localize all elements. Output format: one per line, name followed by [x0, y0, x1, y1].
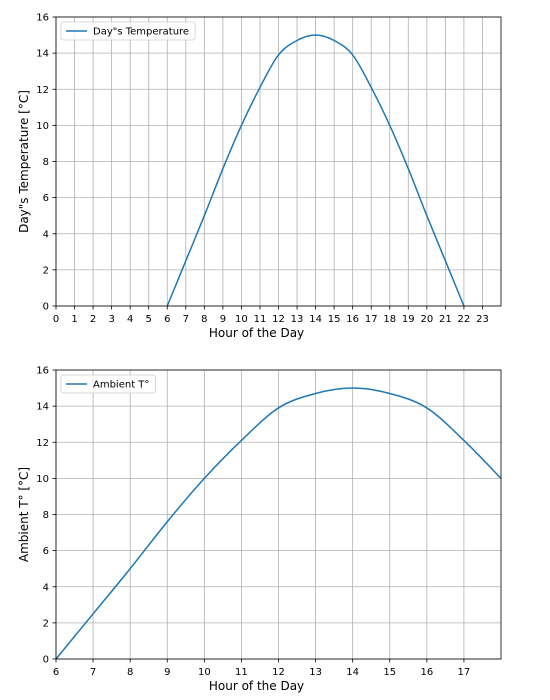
y-tick-label: 8	[43, 157, 49, 168]
x-tick-label: 14	[309, 314, 322, 325]
x-tick-label: 18	[383, 314, 396, 325]
legend-label: Ambient T°	[93, 380, 149, 391]
x-tick-label: 9	[164, 667, 170, 678]
y-tick-label: 14	[36, 49, 49, 60]
x-tick-label: 3	[108, 314, 114, 325]
y-tick-label: 4	[43, 582, 49, 593]
chart-day-temperature: 0 1 2 3 4 5 6 7 8 9 10 11 12 13 14 15 16 17 18 19 20 21 22 2302…	[17, 13, 502, 340]
x-tick-label: 6	[164, 314, 170, 325]
x-tick-label: 12	[272, 667, 285, 678]
x-tick-label: 7	[183, 314, 189, 325]
y-tick-label: 10	[36, 474, 49, 485]
series-line	[166, 34, 465, 307]
x-tick-label: 16	[346, 314, 359, 325]
y-tick-label: 16	[36, 366, 49, 377]
x-tick-label: 23	[476, 314, 489, 325]
y-tick-label: 6	[43, 193, 49, 204]
x-tick-label: 22	[458, 314, 471, 325]
x-tick-label: 11	[235, 667, 248, 678]
x-tick-label: 6	[53, 667, 59, 678]
y-tick-label: 8	[43, 510, 49, 521]
x-tick-label: 11	[254, 314, 267, 325]
x-axis-label: Hour of the Day	[209, 679, 304, 693]
x-tick-label: 16	[420, 667, 433, 678]
x-tick-label: 13	[291, 314, 304, 325]
y-tick-label: 10	[36, 121, 49, 132]
y-tick-label: 2	[43, 265, 49, 276]
x-tick-label: 15	[328, 314, 341, 325]
series-line	[55, 387, 502, 660]
x-tick-label: 13	[309, 667, 322, 678]
x-tick-label: 17	[458, 667, 471, 678]
x-tick-label: 12	[272, 314, 285, 325]
x-tick-label: 8	[201, 314, 207, 325]
x-tick-label: 21	[439, 314, 452, 325]
legend	[60, 21, 196, 41]
x-tick-label: 4	[127, 314, 133, 325]
y-tick-label: 0	[43, 302, 49, 313]
x-tick-label: 9	[220, 314, 226, 325]
y-tick-label: 12	[36, 85, 49, 96]
x-tick-label: 5	[146, 314, 152, 325]
x-tick-label: 10	[235, 314, 248, 325]
y-axis-label: Day"s Temperature [°C]	[17, 90, 31, 233]
x-tick-label: 1	[71, 314, 77, 325]
x-tick-label: 14	[346, 667, 359, 678]
chart-ambient-temperature: 6 7 8 9 10 11 12 13 14 15 16 17 0 2 4 6 8 10 12 14 16 Hour of…	[17, 366, 502, 693]
x-tick-label: 7	[90, 667, 96, 678]
x-tick-label: 2	[90, 314, 96, 325]
x-tick-label: 10	[198, 667, 211, 678]
y-tick-label: 14	[36, 402, 49, 413]
y-axis-label: Ambient T° [°C]	[17, 467, 31, 562]
legend	[60, 374, 156, 394]
y-tick-label: 6	[43, 546, 49, 557]
x-tick-label: 15	[383, 667, 396, 678]
x-tick-label: 20	[420, 314, 433, 325]
legend-label: Day"s Temperature	[93, 27, 189, 38]
y-tick-label: 12	[36, 438, 49, 449]
y-tick-label: 4	[43, 229, 49, 240]
x-tick-label: 0	[53, 314, 59, 325]
x-tick-label: 17	[365, 314, 378, 325]
x-axis-label: Hour of the Day	[209, 326, 304, 340]
y-tick-label: 2	[43, 618, 49, 629]
x-tick-label: 8	[127, 667, 133, 678]
x-tick-label: 19	[402, 314, 415, 325]
y-tick-label: 0	[43, 655, 49, 666]
y-tick-label: 16	[36, 13, 49, 24]
